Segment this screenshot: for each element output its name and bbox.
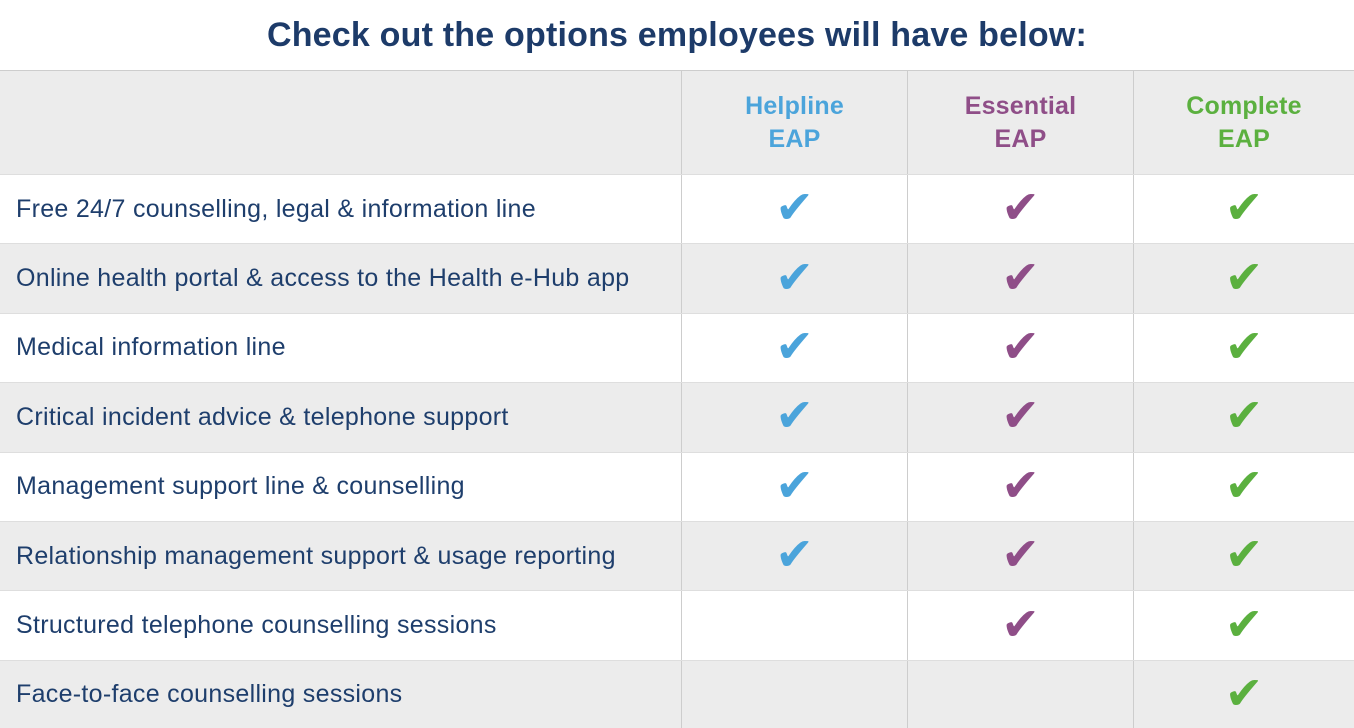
- plan-cell-complete: ✔: [1133, 383, 1354, 452]
- table-header-row: Helpline EAP Essential EAP Complete EAP: [0, 71, 1354, 174]
- feature-label: Critical incident advice & telephone sup…: [16, 402, 509, 431]
- plan-suffix: EAP: [994, 124, 1047, 153]
- plan-suffix: EAP: [768, 124, 821, 153]
- plan-cell-helpline: [681, 660, 907, 728]
- feature-label: Free 24/7 counselling, legal & informati…: [16, 194, 536, 223]
- plan-cell-essential: [907, 660, 1133, 728]
- feature-label: Management support line & counselling: [16, 472, 465, 501]
- page-title-band: Check out the options employees will hav…: [0, 0, 1354, 70]
- check-icon: ✔: [775, 457, 814, 512]
- check-icon: ✔: [1224, 249, 1264, 304]
- feature-label: Face-to-face counselling sessions: [16, 680, 403, 709]
- page-title: Check out the options employees will hav…: [266, 15, 1088, 54]
- plan-cell-complete: ✔: [1133, 452, 1354, 521]
- plan-cell-helpline: ✔: [681, 521, 907, 591]
- table-row: Medical information line ✔ ✔ ✔: [0, 312, 1354, 383]
- plan-name: Helpline: [745, 92, 844, 120]
- plan-cell-complete: ✔: [1133, 244, 1354, 313]
- plan-cell-complete: ✔: [1133, 175, 1354, 244]
- plan-cell-essential: ✔: [907, 313, 1133, 383]
- check-icon: ✔: [1001, 249, 1040, 304]
- plan-cell-essential: ✔: [907, 591, 1133, 660]
- check-icon: ✔: [1001, 457, 1040, 512]
- table-row: Structured telephone counselling session…: [0, 590, 1354, 660]
- check-icon: ✔: [1001, 180, 1040, 235]
- table-body: Free 24/7 counselling, legal & informati…: [0, 174, 1354, 728]
- check-icon: ✔: [1224, 665, 1264, 720]
- feature-label: Medical information line: [16, 333, 286, 362]
- plan-cell-complete: ✔: [1133, 660, 1354, 728]
- table-row: Management support line & counselling ✔ ✔ ✔: [0, 451, 1354, 521]
- feature-label: Structured telephone counselling session…: [16, 611, 497, 640]
- plan-cell-essential: ✔: [907, 452, 1133, 521]
- plan-cell-helpline: ✔: [681, 383, 907, 452]
- plan-cell-helpline: ✔: [681, 313, 907, 383]
- feature-header-cell: [0, 71, 681, 174]
- check-icon: ✔: [1001, 318, 1040, 373]
- plan-cell-complete: ✔: [1133, 591, 1354, 660]
- check-icon: ✔: [1224, 180, 1264, 235]
- check-icon: ✔: [1224, 596, 1264, 651]
- check-icon: ✔: [1224, 318, 1264, 373]
- check-icon: ✔: [1224, 527, 1264, 582]
- plan-cell-complete: ✔: [1133, 313, 1354, 383]
- check-icon: ✔: [775, 249, 814, 304]
- check-icon: ✔: [1224, 457, 1264, 512]
- plan-cell-complete: ✔: [1133, 521, 1354, 591]
- plan-suffix: EAP: [1217, 124, 1270, 153]
- table-row: Free 24/7 counselling, legal & informati…: [0, 174, 1354, 244]
- check-icon: ✔: [1001, 388, 1040, 443]
- table-row: Face-to-face counselling sessions ✔: [0, 659, 1354, 728]
- plan-cell-helpline: ✔: [681, 244, 907, 313]
- plan-name: Essential: [964, 92, 1077, 120]
- table-row: Critical incident advice & telephone sup…: [0, 382, 1354, 452]
- check-icon: ✔: [775, 180, 814, 235]
- plan-cell-essential: ✔: [907, 521, 1133, 591]
- plan-name: Complete: [1186, 92, 1302, 120]
- feature-label: Relationship management support & usage …: [16, 541, 616, 570]
- plan-cell-essential: ✔: [907, 175, 1133, 244]
- table-row: Relationship management support & usage …: [0, 520, 1354, 591]
- plan-header-helpline: Helpline EAP: [681, 71, 907, 174]
- plan-cell-helpline: ✔: [681, 452, 907, 521]
- check-icon: ✔: [775, 318, 814, 373]
- check-icon: ✔: [775, 527, 814, 582]
- plan-cell-helpline: [681, 591, 907, 660]
- table-row: Online health portal & access to the Hea…: [0, 243, 1354, 313]
- plan-header-complete: Complete EAP: [1133, 71, 1354, 174]
- check-icon: ✔: [1224, 388, 1264, 443]
- plan-cell-essential: ✔: [907, 383, 1133, 452]
- plan-header-essential: Essential EAP: [907, 71, 1133, 174]
- check-icon: ✔: [1001, 527, 1040, 582]
- plan-cell-essential: ✔: [907, 244, 1133, 313]
- eap-comparison-table: Helpline EAP Essential EAP Complete EAP …: [0, 70, 1354, 728]
- plan-cell-helpline: ✔: [681, 175, 907, 244]
- check-icon: ✔: [775, 388, 814, 443]
- feature-label: Online health portal & access to the Hea…: [16, 264, 630, 293]
- check-icon: ✔: [1001, 596, 1040, 651]
